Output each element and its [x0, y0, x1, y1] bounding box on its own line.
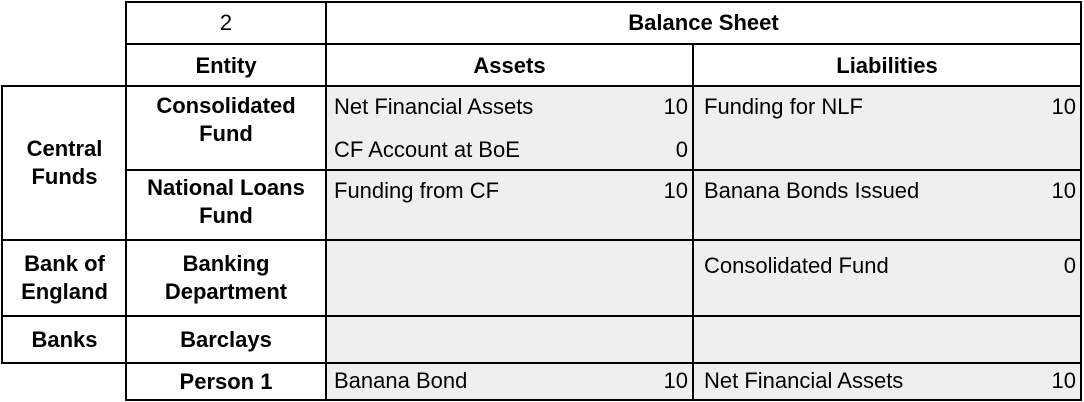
grid-line [125, 1, 127, 401]
grid-line [125, 399, 1082, 401]
person1-assets-cell [326, 363, 693, 400]
entity-banking-department: Banking Department [164, 251, 288, 304]
person1-liability-label-1: Net Financial Assets [704, 368, 904, 393]
group-central-funds: Central Funds [26, 136, 103, 189]
assets-header: Assets [473, 52, 546, 78]
grid-line [1080, 1, 1082, 401]
balance-sheet-title: Balance Sheet [628, 10, 779, 35]
cf-liability-label-1: Funding for NLF [704, 94, 863, 119]
liabilities-header: Liabilities [836, 52, 938, 78]
grid-line [1, 315, 1082, 317]
grid-line [1, 362, 1082, 364]
cf-assets-cell [326, 86, 693, 170]
cf-asset-value-1: 10 [663, 94, 688, 119]
boe-liability-label-1: Consolidated Fund [704, 253, 889, 278]
person1-asset-label-1: Banana Bond [334, 368, 468, 393]
cf-asset-value-2: 0 [675, 137, 688, 162]
grid-line [1, 85, 1082, 87]
boe-liability-value-1: 0 [1063, 253, 1076, 278]
grid-line [325, 1, 327, 401]
nlf-liability-value-1: 10 [1051, 178, 1076, 203]
nlf-asset-value-1: 10 [663, 178, 688, 203]
cf-asset-label-2: CF Account at BoE [334, 137, 520, 162]
nlf-liabilities-cell [693, 170, 1081, 240]
cf-liability-value-1: 10 [1051, 94, 1076, 119]
entity-national-loans-fund: National Loans Fund [147, 175, 305, 228]
person1-liabilities-cell [693, 363, 1081, 400]
barclays-liabilities-cell [693, 316, 1081, 363]
grid-line [1, 239, 1082, 241]
grid-line [692, 43, 694, 401]
cf-asset-label-1: Net Financial Assets [334, 94, 534, 119]
entity-person-1: Person 1 [179, 368, 273, 394]
sheet-number: 2 [219, 10, 233, 35]
cf-liabilities-cell [693, 86, 1081, 170]
nlf-liability-label-1: Banana Bonds Issued [704, 178, 920, 203]
grid-line [125, 43, 1082, 45]
entity-consolidated-fund: Consolidated Fund [156, 93, 296, 146]
nlf-asset-label-1: Funding from CF [334, 178, 500, 203]
grid-line [1, 85, 3, 364]
barclays-assets-cell [326, 316, 693, 363]
person1-liability-value-1: 10 [1051, 368, 1076, 393]
person1-asset-value-1: 10 [663, 368, 688, 393]
group-bank-of-england: Bank of England [21, 251, 108, 304]
group-banks: Banks [31, 326, 98, 352]
grid-line [125, 1, 1082, 3]
entity-barclays: Barclays [180, 326, 272, 352]
boe-liabilities-cell [693, 240, 1081, 316]
boe-assets-cell [326, 240, 693, 316]
nlf-assets-cell [326, 170, 693, 240]
entity-header: Entity [195, 52, 257, 78]
grid-line [125, 169, 1082, 171]
